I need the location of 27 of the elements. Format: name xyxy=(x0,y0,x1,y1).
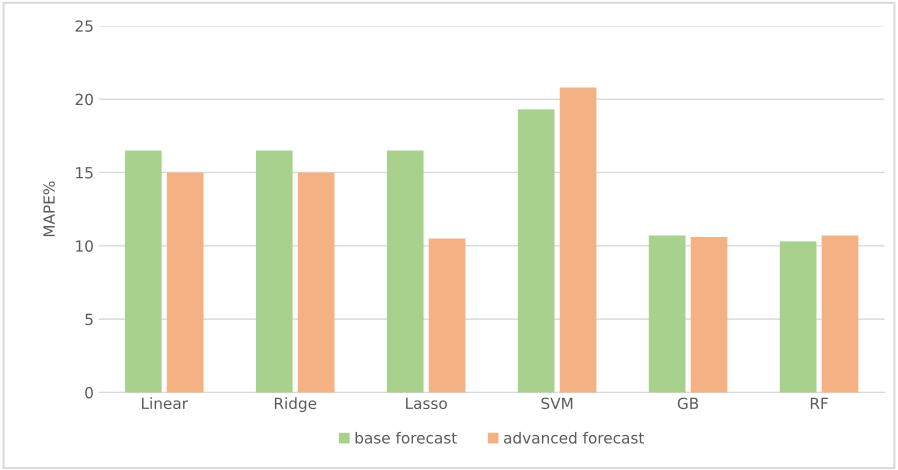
bar xyxy=(822,236,858,392)
x-tick-label: Ridge xyxy=(274,397,316,412)
bar xyxy=(648,236,686,392)
y-tick-label: 25 xyxy=(76,20,93,32)
y-tick-label: 0 xyxy=(85,386,93,398)
bar xyxy=(298,172,335,392)
legend-label: advanced forecast xyxy=(504,432,644,444)
bar xyxy=(780,241,816,392)
bar xyxy=(386,150,424,392)
x-tick-label: SVM xyxy=(541,398,572,410)
legend-label: base forecast xyxy=(356,432,457,444)
y-tick-label: 5 xyxy=(85,314,93,326)
y-tick-label: 10 xyxy=(76,240,93,252)
y-tick-label: 15 xyxy=(76,167,93,179)
y-axis-title: MAPE% xyxy=(43,181,55,236)
bar xyxy=(124,150,162,392)
bar xyxy=(690,237,728,392)
bar xyxy=(256,150,293,392)
x-tick-label: RF xyxy=(810,398,828,409)
bar xyxy=(518,109,555,392)
bar xyxy=(166,172,204,392)
x-tick-label: Lasso xyxy=(406,398,447,410)
bar xyxy=(560,87,596,392)
bar xyxy=(428,238,466,392)
y-tick-label: 20 xyxy=(76,94,93,106)
x-tick-label: GB xyxy=(678,398,698,410)
x-tick-label: Linear xyxy=(142,397,188,410)
